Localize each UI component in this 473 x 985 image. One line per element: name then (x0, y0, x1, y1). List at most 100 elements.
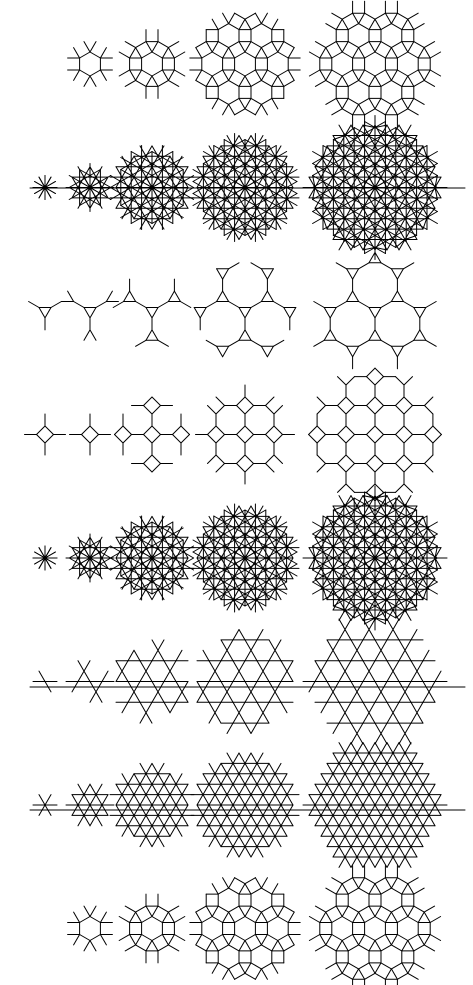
tiling-edge (254, 911, 262, 923)
tiling-edge (325, 69, 333, 81)
tiling-edge (374, 12, 386, 20)
tiling-edge (398, 218, 406, 230)
tiling-edge (422, 166, 430, 178)
tiling-edge (424, 396, 434, 406)
tiling-edge (417, 911, 425, 923)
tiling-edge (109, 557, 122, 565)
tiling-edge (286, 563, 298, 571)
tiling-edge (79, 545, 91, 553)
tiling-edge (384, 497, 397, 505)
tiling-edge (396, 268, 404, 280)
tiling-edge (395, 533, 407, 541)
tiling-edge (392, 660, 400, 672)
tiling-edge (145, 670, 153, 682)
tiling-edge (312, 527, 324, 535)
tiling-edge (398, 609, 406, 621)
tiling-edge (34, 557, 46, 565)
tiling-edge (374, 617, 386, 625)
tiling-edge (390, 934, 398, 946)
tiling-edge (83, 536, 91, 549)
tiling-edge (374, 145, 386, 152)
tiling-edge (238, 940, 246, 952)
tiling-edge (202, 547, 210, 559)
tiling-edge (358, 23, 370, 31)
tiling-edge (374, 205, 386, 212)
tiling-edge (256, 557, 264, 569)
tiling-edge (214, 526, 222, 538)
tiling-edge (384, 127, 397, 134)
tiling-edge (398, 649, 406, 662)
tiling-edge (228, 944, 240, 952)
tiling-edge (332, 539, 345, 547)
tiling-edge (244, 567, 252, 580)
tiling-edge (222, 103, 230, 116)
tiling-edge (364, 199, 376, 206)
tiling-edge (332, 169, 345, 176)
tiling-edge (223, 157, 236, 164)
tiling-edge (157, 301, 169, 308)
tiling-edge (353, 157, 366, 164)
tiling-edge (338, 804, 346, 816)
tiling-edge (356, 742, 364, 754)
tiling-edge (172, 163, 184, 170)
tiling-edge (151, 563, 163, 571)
tiling-edge (390, 23, 403, 31)
tiling-edge (141, 581, 153, 589)
tiling-edge (127, 825, 135, 837)
tiling-edge (226, 557, 234, 569)
tiling-edge (89, 563, 101, 571)
tiling-edge (163, 825, 171, 837)
tiling-edge (380, 814, 388, 827)
tiling-edge (207, 454, 217, 464)
tiling-edge (405, 563, 418, 571)
tiling-edge (192, 187, 204, 194)
tiling-edge (254, 151, 267, 158)
tiling-edge (157, 166, 165, 178)
tiling-edge (120, 557, 132, 565)
tiling-edge (374, 569, 386, 577)
tiling-edge (384, 557, 397, 565)
tiling-edge (401, 883, 409, 895)
tiling-edge (141, 934, 153, 941)
tiling-edge (250, 835, 258, 848)
tiling-edge (320, 783, 328, 796)
tiling-edge (344, 588, 352, 601)
tiling-edge (398, 135, 406, 147)
tiling-edge (314, 670, 322, 682)
tiling-edge (395, 551, 407, 559)
tiling-edge (332, 814, 340, 827)
tiling-edge (89, 794, 97, 806)
tiling-edge (312, 169, 324, 176)
tiling-edge (182, 563, 195, 571)
tiling-edge (79, 187, 91, 194)
tiling-edge (232, 578, 240, 590)
tiling-edge (214, 557, 222, 569)
tiling-edge (316, 396, 326, 406)
tiling-edge (368, 536, 376, 549)
tiling-edge (236, 425, 246, 435)
tiling-edge (99, 551, 112, 559)
tiling-edge (44, 187, 52, 199)
tiling-edge (314, 804, 322, 816)
tiling-edge (322, 145, 334, 152)
tiling-edge (419, 307, 427, 319)
tiling-edge (405, 145, 418, 152)
tiling-edge (322, 515, 334, 523)
tiling-edge (353, 509, 366, 517)
tiling-edge (232, 783, 240, 796)
tiling-edge (416, 527, 428, 535)
tiling-edge (202, 211, 215, 218)
tiling-edge (121, 176, 129, 188)
tiling-edge (384, 187, 397, 194)
tiling-edge (73, 47, 81, 59)
tiling-edge (213, 539, 225, 547)
tiling-edge (332, 639, 340, 651)
tiling-edge (89, 940, 97, 952)
tiling-edge (374, 762, 382, 775)
tiling-edge (384, 163, 397, 170)
tiling-edge (286, 814, 294, 827)
tiling-edge (356, 804, 364, 816)
tiling-edge (404, 691, 412, 703)
tiling-edge (220, 762, 228, 775)
tiling-edge (161, 163, 174, 170)
